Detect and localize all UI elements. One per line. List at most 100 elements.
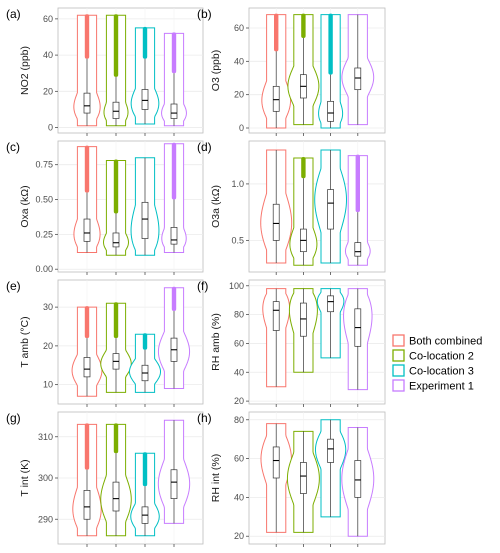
outlier-points	[171, 142, 177, 200]
iqr-box	[83, 490, 91, 520]
iqr-box	[112, 232, 120, 248]
outlier-points	[328, 13, 333, 75]
iqr-box	[83, 92, 91, 114]
panel-g: 290 300 310 (g) T int (K)	[6, 411, 204, 547]
outlier-points	[142, 26, 148, 59]
panels-layer: 0 20 40 60 (a) NO2 (ppb) 0 20 40 60 (b) O3 (ppb) 0.0…	[6, 7, 386, 547]
iqr-box	[170, 469, 178, 499]
y-tick-label: 0.5	[231, 235, 244, 245]
violin-a-2	[103, 14, 129, 127]
violin-f-4	[343, 288, 373, 391]
legend-key	[392, 349, 405, 362]
legend-label: Both combined	[409, 336, 482, 348]
y-tick-label: 20	[43, 341, 53, 351]
iqr-box	[327, 295, 334, 313]
iqr-box	[141, 89, 149, 110]
outlier-points	[84, 14, 90, 59]
iqr-box	[327, 100, 334, 122]
panel-label: (h)	[197, 411, 212, 425]
violin-d-4	[344, 154, 371, 266]
y-axis-title: RH int (%)	[210, 454, 222, 502]
y-tick-label: 80	[234, 310, 244, 320]
outlier-points	[113, 302, 119, 339]
y-tick-label: 300	[38, 473, 53, 483]
y-tick-label: 100	[229, 281, 244, 291]
y-axis-title: O3a (kΩ)	[210, 185, 222, 228]
panel-label: (a)	[6, 7, 21, 21]
violin-a-4	[161, 32, 187, 127]
y-tick-label: 0.50	[35, 195, 53, 205]
outlier-points	[142, 333, 148, 350]
outlier-points	[171, 32, 177, 74]
y-tick-label: 40	[234, 56, 244, 66]
y-tick-label: 40	[234, 492, 244, 502]
violin-c-4	[161, 142, 187, 253]
y-tick-label: 20	[43, 86, 53, 96]
outlier-points	[301, 156, 306, 179]
legend-label: Co-location 2	[409, 351, 474, 363]
outlier-points	[84, 423, 90, 470]
panel-label: (f)	[197, 279, 208, 293]
outlier-points	[171, 286, 177, 311]
iqr-box	[112, 101, 120, 119]
legend-key	[392, 379, 405, 392]
y-tick-label: 30	[43, 302, 53, 312]
y-axis-title: T int (K)	[19, 459, 31, 496]
panel-d: 0.5 1.0 (d) O3a (kΩ)	[197, 140, 386, 275]
iqr-box	[272, 85, 280, 112]
violin-f-1	[262, 288, 291, 388]
iqr-box	[83, 218, 91, 242]
y-axis-title: T amb (°C)	[19, 316, 31, 367]
outlier-points	[113, 14, 119, 77]
y-tick-label: 60	[234, 454, 244, 464]
iqr-box	[300, 302, 307, 337]
iqr-box	[141, 201, 149, 239]
legend-item: Both combined	[392, 334, 482, 348]
y-tick-label: 310	[38, 432, 53, 442]
outlier-points	[84, 306, 90, 339]
iqr-box	[354, 67, 362, 91]
iqr-box	[83, 357, 91, 378]
violin-h-3	[314, 419, 347, 518]
panel-e: 10 20 30 (e) T amb (°C)	[6, 279, 204, 407]
violin-e-3	[128, 333, 162, 393]
legend-key	[392, 334, 405, 347]
iqr-box	[300, 462, 307, 494]
violin-f-3	[316, 288, 345, 359]
panel-label: (d)	[197, 140, 212, 154]
y-tick-label: 20	[234, 90, 244, 100]
panel-a: 0 20 40 60 (a) NO2 (ppb)	[6, 7, 204, 136]
iqr-box	[272, 203, 280, 241]
y-tick-label: 20	[234, 396, 244, 406]
violin-h-1	[260, 423, 292, 533]
iqr-box	[170, 103, 178, 119]
y-tick-label: 0.75	[35, 160, 53, 170]
violin-a-3	[130, 26, 160, 125]
violin-b-3	[318, 13, 344, 129]
legend-item: Co-location 3	[392, 364, 474, 378]
violin-b-1	[261, 13, 292, 129]
panel-label: (g)	[6, 411, 21, 425]
violin-h-2	[286, 430, 320, 533]
legend-item: Co-location 2	[392, 349, 474, 363]
outlier-points	[355, 154, 360, 213]
violin-c-2	[103, 159, 129, 256]
legend-label: Experiment 1	[409, 381, 474, 393]
iqr-box	[272, 446, 280, 479]
iqr-box	[354, 460, 362, 498]
violin-c-3	[130, 157, 160, 256]
violin-g-2	[100, 423, 132, 537]
y-tick-label: 80	[234, 415, 244, 425]
iqr-box	[327, 438, 334, 463]
y-tick-label: 1.0	[231, 179, 244, 189]
iqr-box	[170, 227, 178, 245]
outlier-points	[142, 452, 148, 487]
y-tick-label: 60	[234, 23, 244, 33]
y-axis-title: O3 (ppb)	[210, 50, 222, 91]
violin-d-2	[289, 156, 318, 266]
y-tick-label: 0.00	[35, 264, 53, 274]
violin-g-4	[157, 419, 191, 524]
y-tick-label: 290	[38, 514, 53, 524]
panel-c: 0.00 0.25 0.50 0.75 (c) Oxa (kΩ)	[6, 140, 204, 275]
y-tick-label: 0.25	[35, 229, 53, 239]
